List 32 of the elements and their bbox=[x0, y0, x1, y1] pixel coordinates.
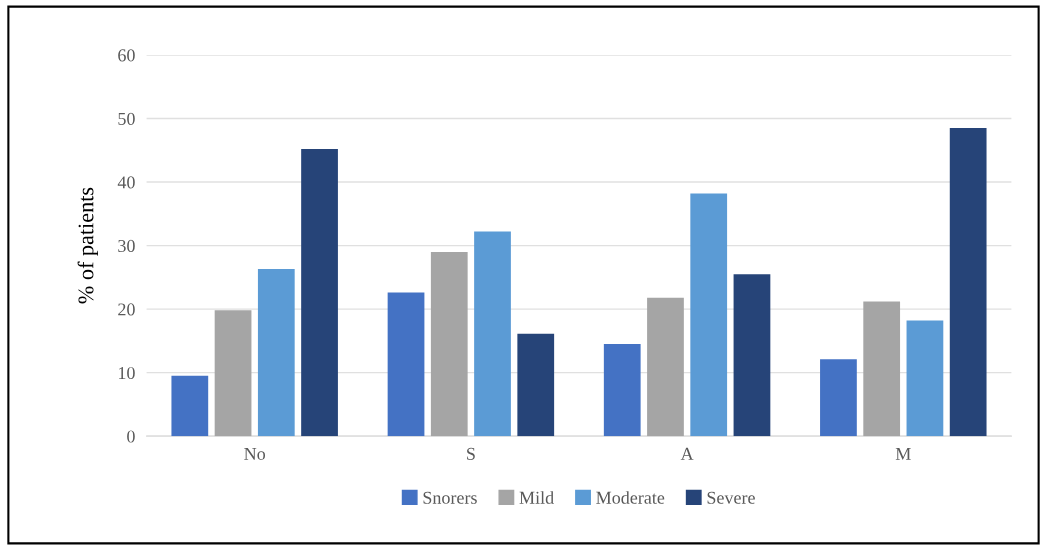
y-tick-label: 20 bbox=[118, 303, 135, 316]
y-tick-label: 0 bbox=[127, 430, 135, 443]
y-axis-title: % of patients bbox=[77, 187, 98, 304]
bar bbox=[820, 359, 857, 437]
bar bbox=[863, 301, 901, 437]
y-tick-label: 60 bbox=[118, 49, 135, 62]
bar bbox=[257, 269, 295, 437]
bar bbox=[647, 297, 684, 437]
x-tick-label: A bbox=[680, 447, 694, 460]
bar bbox=[949, 128, 987, 437]
y-tick-label: 30 bbox=[118, 239, 135, 253]
bar bbox=[906, 320, 944, 437]
bar bbox=[603, 344, 641, 437]
legend-label: Moderate bbox=[596, 491, 665, 504]
y-tick-label: 40 bbox=[117, 176, 135, 189]
bar bbox=[387, 292, 425, 437]
bar bbox=[517, 333, 555, 437]
bar bbox=[733, 274, 771, 437]
bar bbox=[474, 231, 511, 437]
x-tick-label: M bbox=[895, 447, 911, 460]
bar bbox=[690, 193, 728, 437]
x-tick-label: S bbox=[467, 447, 475, 460]
bar bbox=[301, 149, 338, 437]
legend-label: Snorers bbox=[423, 491, 477, 504]
x-tick-label: No bbox=[244, 447, 266, 460]
y-tick-label: 10 bbox=[119, 366, 135, 380]
legend-label: Severe bbox=[707, 491, 755, 504]
y-tick-label: 50 bbox=[118, 112, 135, 125]
bar bbox=[171, 375, 209, 437]
bar bbox=[214, 310, 252, 437]
legend-label: Mild bbox=[519, 491, 554, 504]
bar bbox=[430, 251, 468, 437]
